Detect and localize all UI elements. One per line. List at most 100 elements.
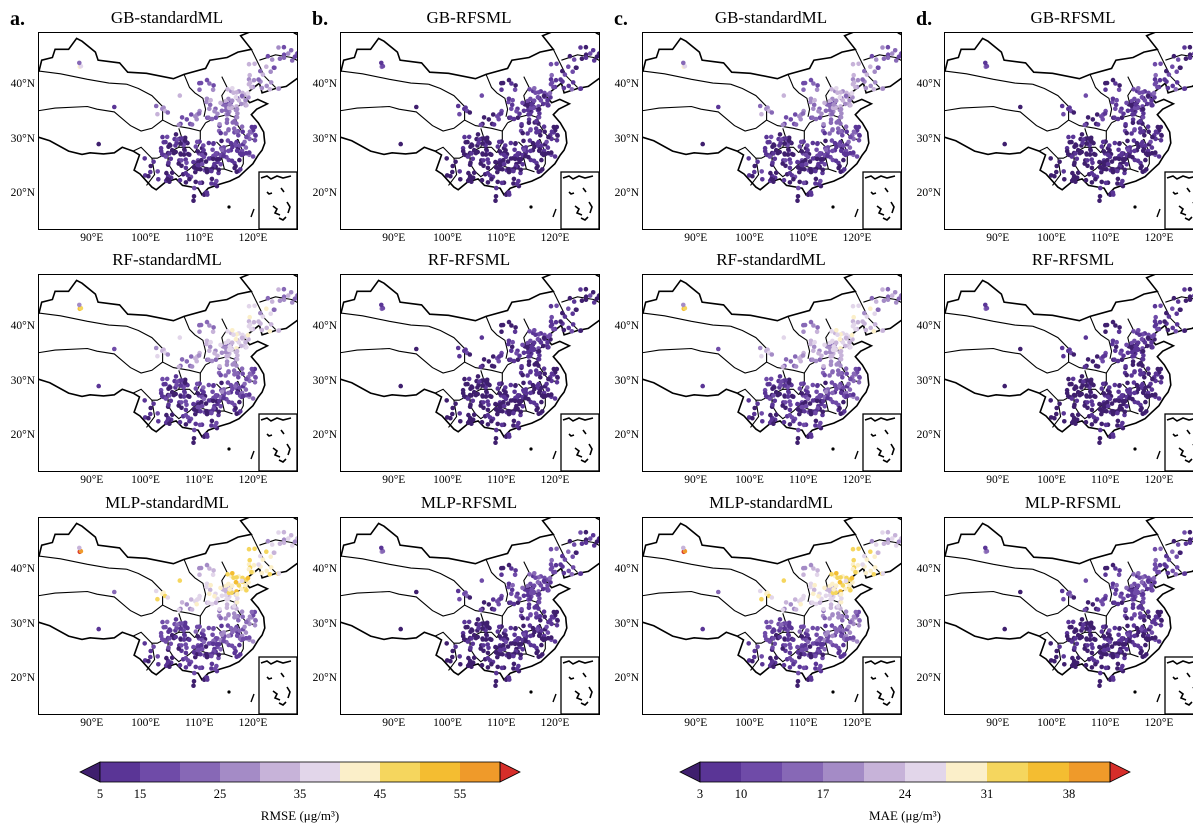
station-point (208, 339, 213, 345)
station-point (194, 139, 200, 145)
station-point (798, 139, 804, 145)
station-point (1080, 382, 1085, 388)
station-point (812, 339, 817, 345)
station-point (1123, 641, 1128, 647)
colorbar-segment (905, 762, 947, 782)
station-point (810, 357, 815, 362)
station-point (179, 400, 184, 405)
station-point (151, 401, 156, 406)
station-point (223, 340, 228, 346)
station-point (167, 393, 172, 398)
station-point (512, 398, 518, 404)
map-title: MLP-RFSML (1024, 493, 1122, 512)
station-point (1131, 596, 1137, 602)
station-point (289, 543, 295, 548)
station-point (271, 307, 277, 312)
province-border (126, 325, 207, 374)
station-point (179, 115, 185, 120)
station-point (1100, 601, 1105, 607)
station-point (168, 385, 173, 390)
station-point (230, 144, 235, 150)
station-point (771, 393, 776, 398)
station-point (549, 129, 555, 134)
lat-tick-label: 40°N (916, 78, 941, 91)
station-point (183, 655, 189, 661)
station-point (485, 170, 491, 176)
station-point (536, 411, 541, 417)
station-point (1081, 622, 1086, 627)
station-point (547, 90, 553, 96)
station-point (829, 380, 835, 385)
station-point (203, 159, 209, 164)
station-point (1101, 149, 1107, 154)
station-point (846, 624, 851, 630)
station-point (458, 177, 463, 182)
province-border (341, 347, 465, 374)
station-point (1064, 633, 1070, 639)
station-point (497, 391, 503, 396)
station-point (518, 167, 524, 173)
station-point (526, 117, 532, 122)
station-point (480, 383, 485, 388)
station-point (198, 652, 203, 657)
station-point (177, 93, 183, 98)
station-point (816, 109, 821, 114)
station-point (1103, 422, 1109, 428)
station-point (191, 650, 197, 655)
station-point (818, 663, 823, 669)
station-point (1124, 615, 1129, 621)
colorbar-segment (460, 762, 501, 782)
station-point (191, 436, 197, 441)
station-point (1054, 169, 1059, 175)
panel-letter-c: c. (614, 8, 628, 30)
station-point (787, 412, 793, 418)
station-point (1130, 120, 1136, 126)
station-point (803, 157, 808, 163)
station-point (1103, 329, 1108, 334)
station-point (201, 154, 207, 160)
station-point (503, 390, 508, 395)
station-point (1064, 390, 1070, 396)
station-point (546, 103, 551, 108)
station-point (569, 572, 575, 577)
station-point (506, 190, 512, 195)
inset-box (862, 171, 901, 229)
station-point (226, 390, 231, 396)
station-point (146, 173, 151, 179)
station-point (1112, 600, 1117, 605)
station-point (1142, 618, 1147, 623)
station-point (873, 57, 879, 62)
station-point (1153, 614, 1159, 619)
station-point (469, 151, 474, 156)
station-point (475, 634, 480, 640)
lon-tick-label: 120°E (842, 474, 872, 486)
station-point (822, 162, 827, 167)
station-point (260, 314, 266, 319)
station-point (178, 141, 183, 146)
station-point (828, 362, 834, 368)
station-point (508, 641, 514, 646)
station-point (851, 392, 856, 397)
station-point (225, 380, 231, 385)
province-border (787, 74, 811, 117)
colorbar-mae (679, 761, 1131, 783)
station-point (527, 138, 533, 143)
station-point (481, 136, 486, 141)
station-point (590, 533, 596, 538)
station-point (1100, 624, 1106, 630)
station-point (268, 565, 274, 570)
station-point (536, 129, 541, 135)
station-point (469, 393, 474, 398)
lat-tick-label: 20°N (10, 429, 35, 442)
station-point (223, 131, 228, 136)
station-point (823, 350, 829, 356)
station-point (1105, 403, 1111, 409)
station-point (484, 632, 489, 637)
station-point (1110, 581, 1116, 587)
station-point (811, 348, 816, 354)
station-point (187, 418, 192, 424)
station-point (881, 298, 887, 303)
station-point (523, 153, 528, 159)
station-point (788, 602, 794, 607)
station-point (822, 372, 827, 378)
